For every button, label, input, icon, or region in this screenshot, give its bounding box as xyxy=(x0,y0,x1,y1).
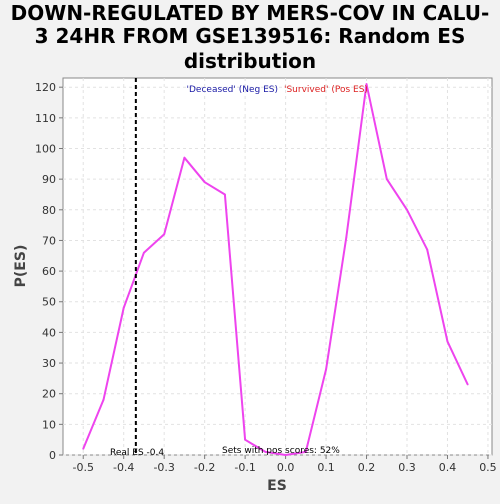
y-tick-label: 120 xyxy=(35,81,56,94)
series-layer xyxy=(82,78,469,456)
y-tick-label: 110 xyxy=(35,112,56,125)
x-axis-label: ES xyxy=(267,478,287,494)
chart-title-line-3: distribution xyxy=(184,49,316,73)
x-tick-label: 0.4 xyxy=(439,461,457,474)
x-tick-label: 0.2 xyxy=(358,461,376,474)
legend-neg-label: 'Deceased' (Neg ES) xyxy=(187,85,278,95)
plot-area xyxy=(62,77,493,456)
y-tick-label: 30 xyxy=(42,357,56,370)
y-tick-label: 0 xyxy=(49,449,56,462)
real-es-label: Real ES -0.4 xyxy=(110,448,164,458)
y-tick-label: 70 xyxy=(42,234,56,247)
y-tick-label: 80 xyxy=(42,204,56,217)
x-tick-label: 0.0 xyxy=(277,461,295,474)
y-tick-label: 40 xyxy=(42,326,56,339)
data-point xyxy=(264,451,267,453)
data-point xyxy=(183,156,186,159)
data-point xyxy=(345,236,348,239)
x-tick-label: -0.2 xyxy=(194,461,215,474)
data-point xyxy=(163,233,166,236)
y-tick-label: 10 xyxy=(42,418,56,431)
data-point xyxy=(365,83,368,86)
y-axis-label: P(ES) xyxy=(13,245,29,288)
es-distribution-line xyxy=(82,83,469,456)
data-point xyxy=(385,178,388,181)
data-point xyxy=(446,340,449,343)
axes: 0 10 20 30 40 50 60 70 80 90 100 110 120 -0.5 -0.4 -0.3… xyxy=(35,81,497,474)
x-tick-label: -0.4 xyxy=(113,461,134,474)
data-point xyxy=(284,454,287,456)
x-tick-label: -0.5 xyxy=(73,461,94,474)
grid-lines xyxy=(63,78,492,456)
data-point xyxy=(102,398,105,401)
x-tick-label: 0.5 xyxy=(479,461,497,474)
y-tick-label: 20 xyxy=(42,388,56,401)
chart-title-line-1: DOWN-REGULATED BY MERS-COV IN CALU- xyxy=(11,1,490,25)
data-point xyxy=(223,193,226,196)
legend-pos-label: 'Survived' (Pos ES) xyxy=(284,85,368,95)
x-tick-label: 0.3 xyxy=(398,461,416,474)
y-tick-label: 100 xyxy=(35,142,56,155)
data-point xyxy=(203,181,206,184)
x-tick-label: -0.3 xyxy=(153,461,174,474)
data-point xyxy=(426,248,429,251)
y-tick-label: 90 xyxy=(42,173,56,186)
data-point xyxy=(244,438,247,441)
data-point xyxy=(325,368,327,371)
chart-title-line-2: 3 24HR FROM GSE139516: Random ES xyxy=(35,24,466,48)
data-point xyxy=(406,208,408,211)
y-tick-label: 60 xyxy=(42,265,56,278)
x-tick-label: 0.1 xyxy=(317,461,335,474)
y-tick-label: 50 xyxy=(42,296,56,309)
data-point xyxy=(122,306,125,309)
data-point xyxy=(143,251,145,254)
data-point xyxy=(82,447,85,450)
pos-scores-annotation: Sets with pos scores: 52% xyxy=(222,446,340,456)
data-point xyxy=(304,451,307,453)
data-point xyxy=(466,383,469,386)
x-tick-label: -0.1 xyxy=(234,461,255,474)
